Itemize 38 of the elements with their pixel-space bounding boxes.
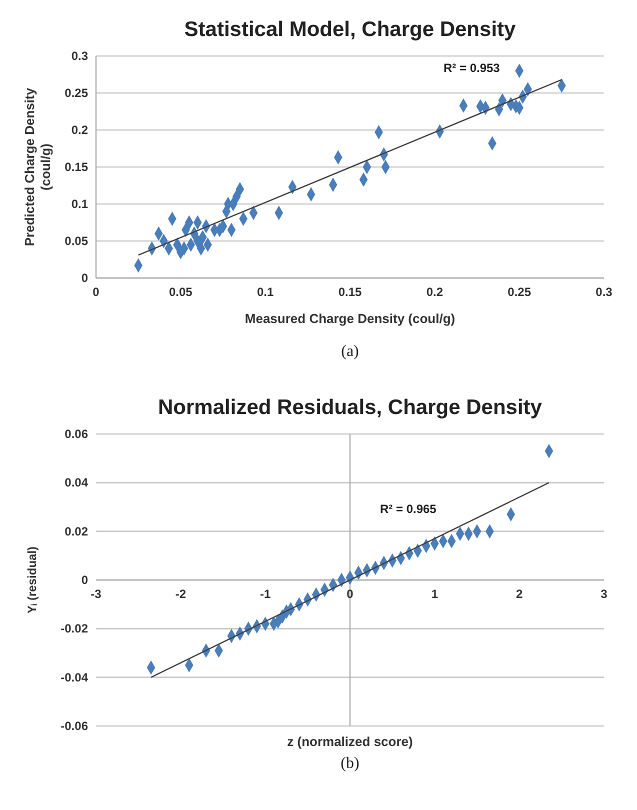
x-tick-label: 0.3: [596, 285, 613, 299]
y-axis-title: Yᵢ (residual): [25, 546, 39, 614]
x-tick-label: 0: [346, 587, 354, 601]
x-tick-label: -3: [90, 587, 102, 601]
y-tick-label: 0.1: [71, 197, 88, 211]
text: (b): [340, 755, 360, 772]
x-tick-label: -1: [260, 587, 271, 601]
y-tick-label: 0.25: [64, 86, 88, 100]
y-tick-label: 0: [81, 271, 88, 285]
x-tick-label: 0.2: [426, 285, 444, 299]
x-tick-label: 0: [92, 285, 100, 299]
y-tick-label: -0.04: [60, 670, 88, 684]
x-tick-label: 1: [431, 587, 438, 601]
y-tick-label: 0.02: [64, 524, 88, 538]
y-axis-title: Predicted Charge Density (coul/g): [22, 87, 53, 246]
x-axis-title: z (normalized score): [287, 734, 413, 749]
x-tick-label: 3: [600, 587, 608, 601]
x-tick-label: 0.05: [168, 285, 193, 299]
y-tick-label: 0.3: [71, 49, 88, 63]
y-tick-label: -0.06: [60, 719, 88, 733]
y-tick-label: 0.2: [71, 123, 88, 137]
annotation: R² = 0.953: [443, 61, 500, 75]
y-tick-label: -0.02: [60, 622, 88, 636]
x-tick-label: 0.1: [256, 285, 274, 299]
y-tick-label: 0.15: [64, 160, 88, 174]
x-tick-label: 2: [516, 587, 523, 601]
x-tick-label: 0.25: [508, 285, 532, 299]
x-axis-title: Measured Charge Density (coul/g): [244, 311, 456, 326]
chart-title: Statistical Model, Charge Density: [184, 18, 516, 41]
y-tick-label: 0.06: [64, 427, 88, 441]
x-tick-label: 0.15: [338, 285, 362, 299]
text: (a): [341, 343, 359, 360]
y-tick-label: 0.05: [64, 234, 88, 248]
y-tick-label: 0.04: [64, 476, 88, 490]
x-tick-label: -2: [175, 587, 186, 601]
chart-title: Normalized Residuals, Charge Density: [158, 396, 542, 419]
y-tick-label: 0: [81, 573, 88, 587]
annotation: R² = 0.965: [380, 502, 437, 516]
